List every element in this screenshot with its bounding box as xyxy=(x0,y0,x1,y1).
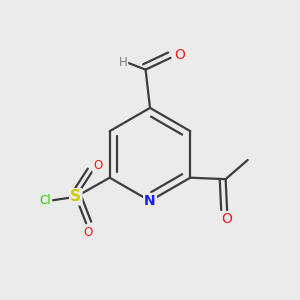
Text: S: S xyxy=(70,189,81,204)
Text: O: O xyxy=(174,48,185,62)
Text: O: O xyxy=(222,212,232,226)
Text: H: H xyxy=(118,56,127,69)
Text: O: O xyxy=(93,159,103,172)
Text: Cl: Cl xyxy=(40,194,51,207)
Text: N: N xyxy=(144,194,156,208)
Text: O: O xyxy=(83,226,92,239)
